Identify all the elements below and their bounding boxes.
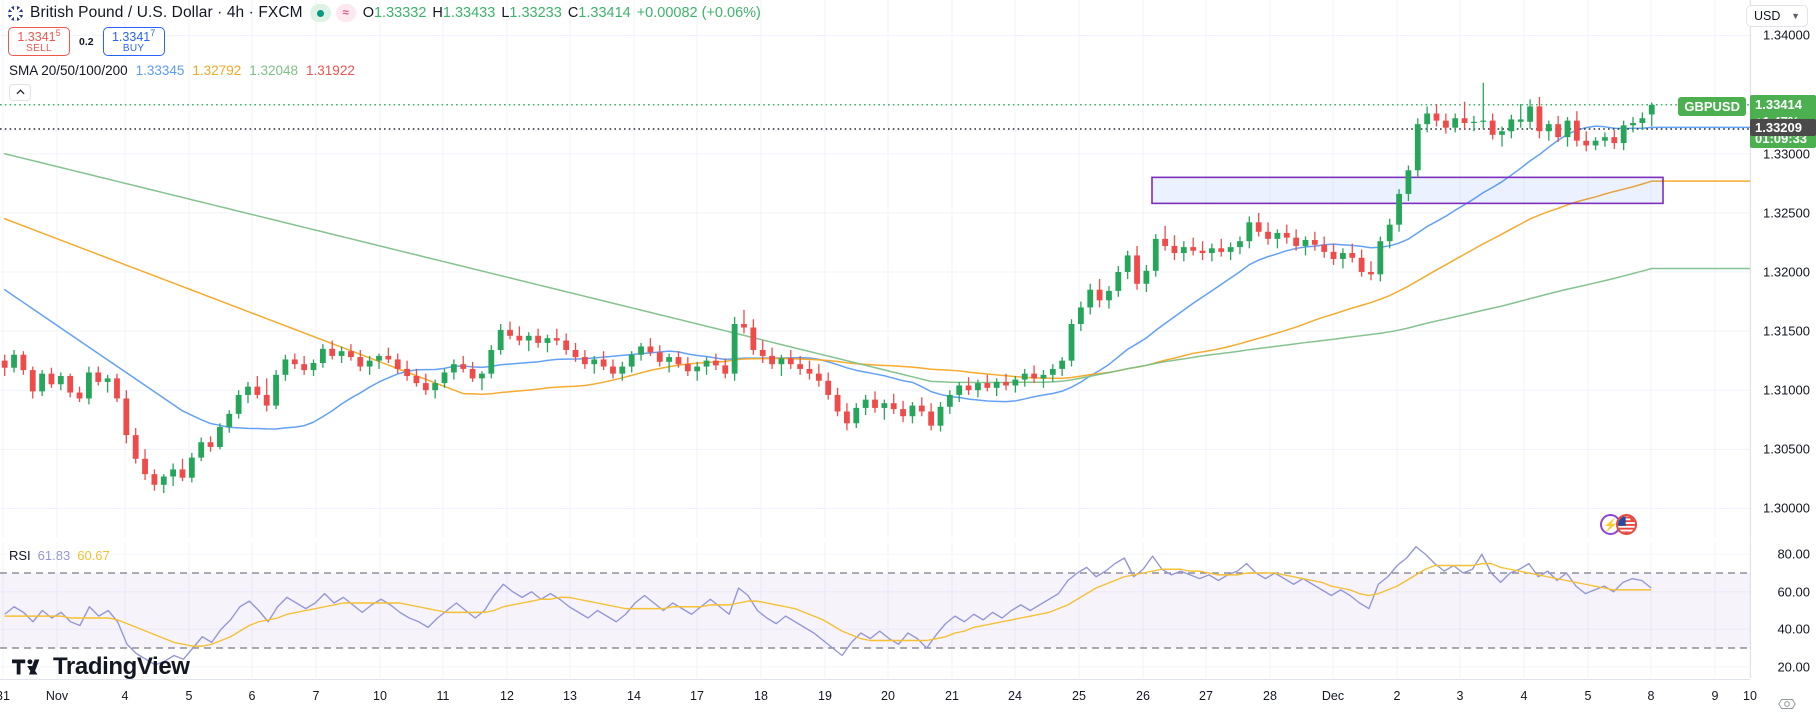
rsi-axis-label: 80.00 xyxy=(1777,546,1810,562)
sma-legend-name: SMA 20/50/100/200 xyxy=(9,63,128,78)
time-axis-label: 20 xyxy=(881,689,895,703)
time-axis-label: 9 xyxy=(1711,689,1719,703)
sma20-value: 1.33345 xyxy=(135,63,185,78)
time-axis-label: 8 xyxy=(1647,689,1655,703)
time-axis[interactable]: 31Nov4567101112131417181920212425262728D… xyxy=(0,679,1757,719)
sma100-value: 1.32048 xyxy=(249,63,299,78)
rsi-axis-label: 20.00 xyxy=(1777,659,1810,675)
sell-price: 1.3341 xyxy=(17,29,56,44)
time-axis-label: 12 xyxy=(500,689,514,703)
rsi-axis-label: 60.00 xyxy=(1777,584,1810,600)
open-label: O xyxy=(362,5,374,21)
price-change: +0.00082 (+0.06%) xyxy=(636,5,761,21)
time-axis-label: 5 xyxy=(185,689,193,703)
price-axis-label: 1.30000 xyxy=(1763,500,1810,516)
sma200-value: 1.31922 xyxy=(306,63,355,78)
us-flag-badge[interactable] xyxy=(1616,514,1637,535)
close-label: C xyxy=(567,5,579,21)
sell-button[interactable]: 1.33415 SELL xyxy=(8,27,70,56)
sell-label: SELL xyxy=(26,42,52,54)
time-axis-label: Nov xyxy=(45,689,69,703)
chart-header: British Pound / U.S. Dollar · 4h · FXCM … xyxy=(8,4,761,22)
price-axis[interactable]: 1.34000 1.33000 1.32500 1.32000 1.31500 1.310… xyxy=(1678,0,1816,678)
time-axis-label: 18 xyxy=(754,689,768,703)
time-axis-label: 10 xyxy=(1743,689,1757,703)
low-label: L xyxy=(501,5,510,21)
rsi-chart-canvas[interactable] xyxy=(0,543,1750,678)
lightning-bolt-badge[interactable]: ⚡ xyxy=(1600,514,1621,535)
approx-price-icon[interactable]: ≈ xyxy=(335,4,356,22)
spread-value: 0.2 xyxy=(79,35,94,48)
time-axis-label: 24 xyxy=(1008,689,1022,703)
time-axis-label: 5 xyxy=(1584,689,1592,703)
price-tag-price: 1.33414 xyxy=(1755,96,1802,112)
eye-icon[interactable] xyxy=(1777,697,1796,710)
buy-price: 1.3341 xyxy=(111,29,151,44)
currency-select[interactable]: USD ▼ xyxy=(1746,5,1808,27)
chevron-down-icon: ▼ xyxy=(1791,11,1800,21)
time-axis-label: 2 xyxy=(1393,689,1401,703)
high-value: 1.33433 xyxy=(442,5,496,21)
rsi-legend[interactable]: RSI 61.83 60.67 xyxy=(9,548,110,563)
market-status-dot[interactable] xyxy=(309,4,331,22)
ohlc-values: O1.33332 H1.33433 L1.33233 C1.33414 +0.0… xyxy=(363,5,761,21)
time-axis-label: Dec xyxy=(1321,689,1345,703)
chart-badges: ⚡ xyxy=(1600,514,1637,535)
price-axis-label: 1.33000 xyxy=(1763,146,1810,162)
low-value: 1.33233 xyxy=(509,5,562,21)
sma-legend[interactable]: SMA 20/50/100/200 1.33345 1.32792 1.3204… xyxy=(9,63,355,78)
price-axis-label: 1.32500 xyxy=(1763,205,1810,221)
time-axis-label: 25 xyxy=(1072,689,1086,703)
time-axis-label: 11 xyxy=(436,689,450,703)
price-axis-label: 1.31000 xyxy=(1763,382,1810,398)
collapse-legend-button[interactable] xyxy=(9,84,31,101)
time-axis-label: 31 xyxy=(0,689,10,703)
prev-close-tag[interactable]: 1.33209 xyxy=(1750,119,1816,136)
price-axis-label: 1.30500 xyxy=(1763,441,1810,457)
gb-flag-icon xyxy=(8,5,23,21)
time-axis-label: 26 xyxy=(1136,689,1150,703)
tradingview-logo: TradingView xyxy=(12,653,190,681)
symbol-title[interactable]: British Pound / U.S. Dollar · 4h · FXCM xyxy=(30,4,303,21)
price-axis-label: 1.34000 xyxy=(1763,27,1810,43)
trade-widget: 1.33415 SELL 0.2 1.33417 BUY xyxy=(8,27,165,56)
time-axis-label: 21 xyxy=(945,689,959,703)
price-axis-divider xyxy=(1750,0,1751,678)
time-axis-label: 6 xyxy=(248,689,256,703)
time-axis-label: 4 xyxy=(121,689,129,703)
price-axis-label: 1.32000 xyxy=(1763,264,1810,280)
sell-price-sup: 5 xyxy=(55,27,61,38)
price-chart-canvas[interactable] xyxy=(0,0,1750,538)
buy-price-sup: 7 xyxy=(150,27,156,38)
rsi-value: 61.83 xyxy=(37,548,71,563)
open-value: 1.33332 xyxy=(373,5,427,21)
time-axis-label: 14 xyxy=(627,689,641,703)
buy-button[interactable]: 1.33417 BUY xyxy=(102,27,165,56)
rsi-axis-label: 40.00 xyxy=(1777,621,1810,637)
buy-label: BUY xyxy=(122,42,145,54)
price-axis-label: 1.31500 xyxy=(1763,323,1810,339)
rsi-legend-name: RSI xyxy=(9,548,31,563)
price-tag-symbol: GBPUSD xyxy=(1678,96,1746,116)
time-axis-label: 10 xyxy=(373,689,387,703)
currency-value: USD xyxy=(1754,9,1781,23)
time-axis-label: 13 xyxy=(563,689,577,703)
time-axis-label: 28 xyxy=(1263,689,1277,703)
time-axis-label: 19 xyxy=(818,689,832,703)
time-axis-label: 4 xyxy=(1520,689,1528,703)
time-axis-label: 7 xyxy=(312,689,320,703)
time-axis-label: 27 xyxy=(1199,689,1213,703)
sma50-value: 1.32792 xyxy=(192,63,242,78)
time-axis-label: 3 xyxy=(1456,689,1464,703)
time-axis-label: 17 xyxy=(690,689,704,703)
high-label: H xyxy=(432,5,443,21)
tradingview-logo-text: TradingView xyxy=(53,653,190,680)
close-value: 1.33414 xyxy=(578,5,631,21)
rsi-ma-value: 60.67 xyxy=(77,548,110,563)
